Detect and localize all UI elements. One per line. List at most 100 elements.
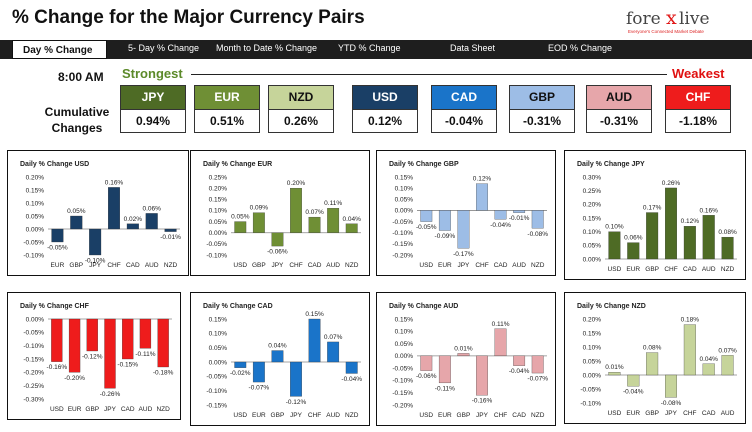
data-label: -0.04% — [341, 376, 362, 383]
data-label: 0.07% — [718, 347, 737, 354]
bar-usd — [234, 221, 247, 233]
x-tick-label: CHF — [475, 262, 488, 269]
bar-aud — [513, 210, 526, 213]
strength-range-line — [191, 74, 667, 75]
y-tick-label: -0.05% — [23, 239, 44, 246]
tab-ytd-change[interactable]: YTD % Change — [338, 43, 401, 53]
x-tick-label: AUD — [139, 406, 153, 413]
bar-nzd — [345, 361, 358, 374]
y-tick-label: -0.20% — [392, 252, 413, 259]
data-label: 0.01% — [605, 364, 624, 371]
data-label: -0.02% — [230, 370, 251, 377]
x-tick-label: EUR — [626, 266, 640, 273]
chart-panel-cad: Daily % Change CAD -0.15% -0.10% -0.05% 0.00… — [190, 292, 370, 426]
forexlive-logo[interactable]: fore x live Everyone's Connected Market … — [624, 6, 740, 36]
currency-value: -0.31% — [510, 109, 574, 133]
bar-aud — [702, 215, 715, 260]
tab-data-sheet[interactable]: Data Sheet — [450, 43, 496, 53]
y-tick-label: -0.20% — [392, 402, 413, 409]
x-tick-label: EUR — [252, 412, 266, 419]
y-tick-label: -0.15% — [392, 241, 413, 248]
strongest-label: Strongest — [122, 66, 183, 81]
x-tick-label: USD — [608, 266, 622, 273]
page-title: % Change for the Major Currency Pairs — [12, 7, 365, 28]
bar-chf — [494, 328, 507, 357]
currency-value: 0.94% — [121, 109, 185, 133]
y-tick-label: 0.05% — [209, 345, 228, 352]
y-tick-label: -0.10% — [206, 252, 227, 259]
y-tick-label: 0.00% — [26, 226, 45, 233]
y-tick-label: 0.20% — [209, 185, 228, 192]
x-tick-label: JPY — [457, 262, 470, 269]
data-label: 0.05% — [67, 208, 86, 215]
currency-box-aud: AUD -0.31% — [586, 85, 652, 133]
data-label: 0.17% — [643, 205, 662, 212]
currency-box-nzd: NZD 0.26% — [268, 85, 334, 133]
svg-text:fore: fore — [626, 9, 661, 29]
x-tick-label: GBP — [85, 406, 99, 413]
bar-gbp — [457, 353, 470, 357]
data-label: 0.06% — [624, 235, 643, 242]
data-label: -0.16% — [47, 364, 68, 371]
x-tick-label: CAD — [702, 410, 716, 417]
currency-code: JPY — [121, 86, 185, 109]
bar-cad — [683, 226, 696, 260]
x-tick-label: EUR — [438, 262, 452, 269]
x-tick-label: EUR — [51, 262, 65, 269]
bar-eur — [51, 228, 64, 243]
currency-value: -0.04% — [432, 109, 496, 133]
tab-eod-change[interactable]: EOD % Change — [548, 43, 613, 53]
data-label: -0.01% — [160, 234, 181, 241]
chart-cad: Daily % Change CAD -0.15% -0.10% -0.05% 0.00… — [203, 303, 362, 419]
x-tick-label: CAD — [121, 406, 135, 413]
x-tick-label: USD — [419, 412, 433, 419]
bar-chf — [108, 187, 120, 230]
y-tick-label: 0.15% — [26, 187, 45, 194]
tab-5-day-change[interactable]: 5- Day % Change — [128, 43, 200, 53]
tab-bar: Day % Change 5- Day % Change Month to Da… — [0, 40, 752, 59]
bar-jpy — [271, 232, 284, 247]
x-tick-label: NZD — [156, 406, 170, 413]
bar-cad — [494, 210, 507, 220]
data-label: 0.10% — [605, 224, 624, 231]
chart-panel-usd: Daily % Change USD -0.10% -0.05% 0.00% 0.05%… — [7, 150, 189, 276]
y-tick-label: 0.00% — [395, 208, 414, 215]
y-tick-label: 0.00% — [209, 230, 228, 237]
y-tick-label: -0.10% — [580, 400, 601, 407]
data-label: 0.11% — [492, 321, 510, 328]
y-tick-label: 0.10% — [209, 331, 228, 338]
currency-code: NZD — [269, 86, 333, 109]
bar-chf — [665, 187, 677, 260]
y-tick-label: 0.00% — [26, 316, 45, 323]
chart-nzd: Daily % Change NZD -0.10% -0.05% 0.00% 0.05%… — [577, 303, 737, 417]
bar-nzd — [345, 223, 358, 233]
currency-value: -0.31% — [587, 109, 651, 133]
bar-aud — [145, 213, 158, 230]
currency-code: CHF — [666, 86, 730, 109]
bar-usd — [420, 355, 433, 371]
bar-cad — [308, 216, 321, 233]
y-tick-label: -0.05% — [206, 241, 227, 248]
y-tick-label: -0.25% — [23, 383, 44, 390]
y-tick-label: 0.25% — [209, 174, 228, 181]
x-tick-label: USD — [608, 410, 622, 417]
data-label: 0.04% — [268, 343, 287, 350]
currency-code: USD — [353, 86, 417, 109]
y-tick-label: 0.30% — [583, 174, 602, 181]
tab-month-to-date-change[interactable]: Month to Date % Change — [216, 43, 318, 53]
bar-eur — [438, 210, 451, 231]
currency-value: 0.51% — [195, 109, 259, 133]
x-tick-label: CAD — [494, 262, 508, 269]
tab-day-change[interactable]: Day % Change — [12, 40, 108, 59]
bar-nzd — [531, 210, 544, 229]
data-label: -0.04% — [490, 222, 511, 229]
y-tick-label: -0.10% — [206, 388, 227, 395]
data-label: -0.05% — [416, 224, 437, 231]
data-label: -0.15% — [117, 362, 138, 369]
bar-aud — [327, 208, 340, 233]
data-label: 0.16% — [699, 207, 718, 214]
bar-usd — [420, 210, 433, 222]
data-label: -0.18% — [153, 370, 174, 377]
x-tick-label: GBP — [457, 412, 471, 419]
x-tick-label: EUR — [68, 406, 82, 413]
